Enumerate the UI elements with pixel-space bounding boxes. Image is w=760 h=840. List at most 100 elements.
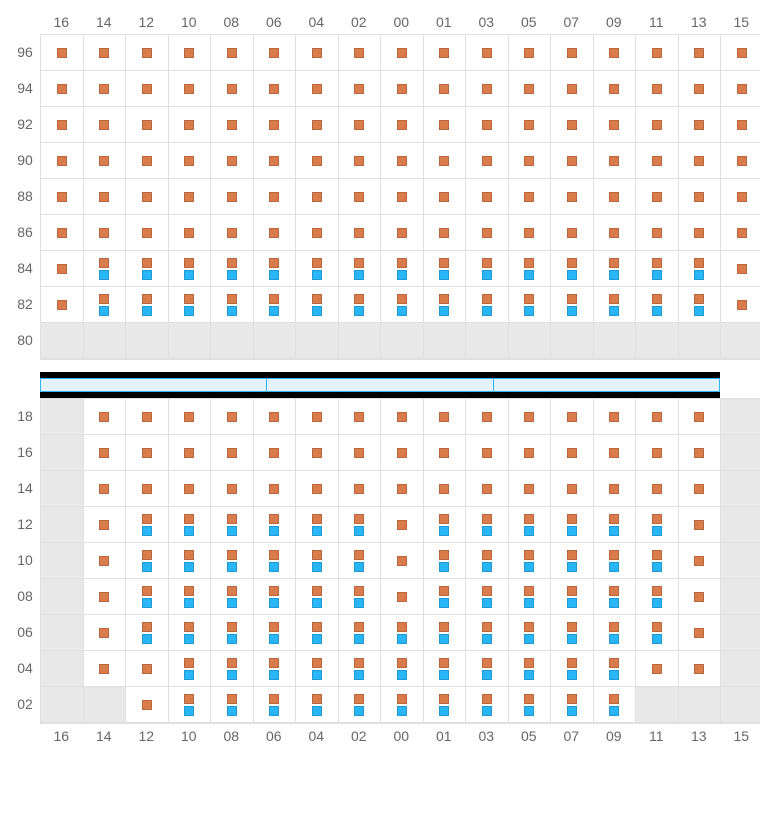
cell[interactable] [424, 507, 467, 543]
cell[interactable] [679, 615, 722, 651]
cell[interactable] [636, 651, 679, 687]
cell[interactable] [84, 143, 127, 179]
cell[interactable] [169, 435, 212, 471]
cell[interactable] [551, 35, 594, 71]
cell[interactable] [466, 251, 509, 287]
cell[interactable] [169, 251, 212, 287]
cell[interactable] [84, 287, 127, 323]
cell[interactable] [41, 687, 84, 723]
cell[interactable] [551, 143, 594, 179]
cell[interactable] [594, 35, 637, 71]
cell[interactable] [551, 507, 594, 543]
cell[interactable] [551, 323, 594, 359]
cell[interactable] [211, 107, 254, 143]
cell[interactable] [424, 179, 467, 215]
cell[interactable] [679, 143, 722, 179]
cell[interactable] [594, 179, 637, 215]
cell[interactable] [381, 179, 424, 215]
cell[interactable] [254, 323, 297, 359]
cell[interactable] [721, 579, 760, 615]
cell[interactable] [254, 543, 297, 579]
cell[interactable] [296, 399, 339, 435]
cell[interactable] [636, 399, 679, 435]
cell[interactable] [424, 107, 467, 143]
cell[interactable] [254, 179, 297, 215]
cell[interactable] [169, 179, 212, 215]
cell[interactable] [126, 507, 169, 543]
cell[interactable] [594, 143, 637, 179]
cell[interactable] [254, 435, 297, 471]
cell[interactable] [126, 323, 169, 359]
cell[interactable] [466, 215, 509, 251]
cell[interactable] [339, 399, 382, 435]
cell[interactable] [551, 71, 594, 107]
cell[interactable] [169, 651, 212, 687]
cell[interactable] [424, 287, 467, 323]
cell[interactable] [84, 251, 127, 287]
cell[interactable] [721, 287, 760, 323]
cell[interactable] [594, 399, 637, 435]
cell[interactable] [41, 615, 84, 651]
cell[interactable] [381, 687, 424, 723]
cell[interactable] [466, 71, 509, 107]
cell[interactable] [594, 287, 637, 323]
cell[interactable] [211, 543, 254, 579]
cell[interactable] [424, 615, 467, 651]
cell[interactable] [636, 507, 679, 543]
cell[interactable] [424, 543, 467, 579]
cell[interactable] [636, 435, 679, 471]
cell[interactable] [254, 71, 297, 107]
cell[interactable] [84, 215, 127, 251]
cell[interactable] [551, 579, 594, 615]
cell[interactable] [339, 615, 382, 651]
cell[interactable] [169, 35, 212, 71]
cell[interactable] [254, 471, 297, 507]
cell[interactable] [169, 543, 212, 579]
cell[interactable] [594, 687, 637, 723]
cell[interactable] [126, 71, 169, 107]
cell[interactable] [211, 251, 254, 287]
cell[interactable] [679, 215, 722, 251]
cell[interactable] [84, 651, 127, 687]
cell[interactable] [551, 179, 594, 215]
cell[interactable] [636, 35, 679, 71]
cell[interactable] [466, 579, 509, 615]
cell[interactable] [679, 651, 722, 687]
cell[interactable] [296, 615, 339, 651]
cell[interactable] [296, 71, 339, 107]
cell[interactable] [679, 323, 722, 359]
cell[interactable] [679, 471, 722, 507]
cell[interactable] [381, 287, 424, 323]
cell[interactable] [211, 399, 254, 435]
cell[interactable] [41, 543, 84, 579]
cell[interactable] [466, 543, 509, 579]
cell[interactable] [721, 107, 760, 143]
cell[interactable] [551, 287, 594, 323]
cell[interactable] [466, 687, 509, 723]
cell[interactable] [254, 287, 297, 323]
cell[interactable] [636, 323, 679, 359]
cell[interactable] [721, 71, 760, 107]
cell[interactable] [211, 471, 254, 507]
cell[interactable] [509, 35, 552, 71]
cell[interactable] [594, 323, 637, 359]
cell[interactable] [169, 215, 212, 251]
cell[interactable] [41, 507, 84, 543]
cell[interactable] [721, 35, 760, 71]
cell[interactable] [339, 35, 382, 71]
cell[interactable] [211, 323, 254, 359]
cell[interactable] [254, 399, 297, 435]
cell[interactable] [381, 651, 424, 687]
cell[interactable] [509, 251, 552, 287]
cell[interactable] [679, 543, 722, 579]
cell[interactable] [424, 215, 467, 251]
cell[interactable] [636, 143, 679, 179]
cell[interactable] [254, 687, 297, 723]
cell[interactable] [381, 215, 424, 251]
cell[interactable] [169, 507, 212, 543]
cell[interactable] [296, 323, 339, 359]
cell[interactable] [424, 143, 467, 179]
cell[interactable] [466, 507, 509, 543]
cell[interactable] [424, 323, 467, 359]
cell[interactable] [296, 107, 339, 143]
